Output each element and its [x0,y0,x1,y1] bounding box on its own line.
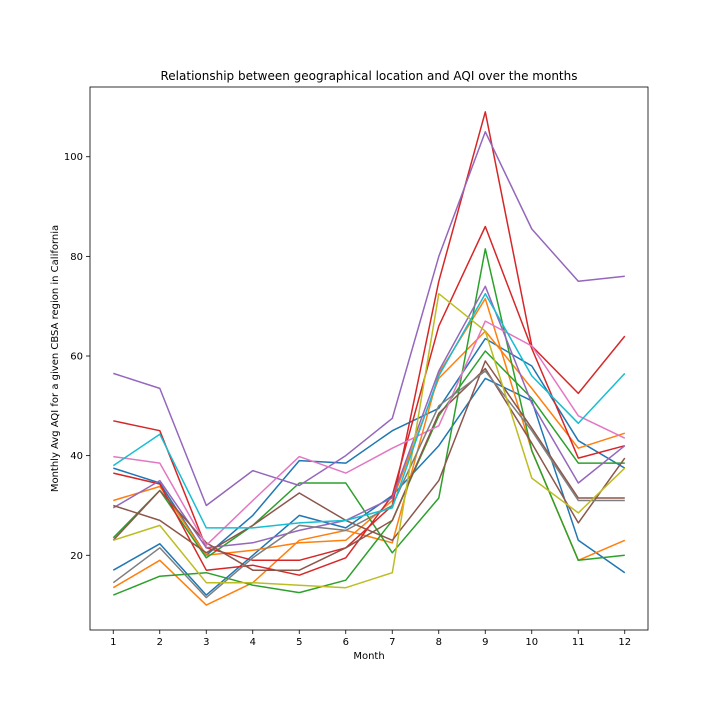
series-line-14 [112,370,625,599]
x-tick-label: 11 [572,637,585,648]
x-tick-label: 10 [525,637,538,648]
y-tick-label: 100 [64,152,83,163]
series-line-13 [113,320,626,547]
x-tick-label: 12 [618,637,631,648]
series-line-11 [113,360,625,554]
y-tick-label: 80 [70,252,83,263]
series-line-3 [113,330,626,557]
y-tick-label: 40 [70,451,83,462]
x-axis-title: Month [353,651,384,662]
x-tick-label: 4 [250,637,256,648]
x-tick-label: 7 [389,637,395,648]
plot-frame [89,86,649,631]
y-axis-title: Monthly Avg AQI for a given CBSA region … [50,225,61,492]
series-line-8 [113,225,625,576]
x-tick-label: 9 [482,637,488,648]
y-axis: 20 40 60 80 100 [64,152,90,562]
y-tick-label: 60 [70,352,83,363]
x-tick-label: 1 [110,637,116,648]
x-tick-label: 8 [436,637,442,648]
x-tick-label: 2 [157,637,163,648]
x-tick-label: 6 [343,637,349,648]
y-tick-label: 20 [70,551,83,562]
series-line-16 [112,292,626,529]
x-tick-label: 5 [296,637,302,648]
chart-title: Relationship between geographical locati… [161,69,578,83]
series-line-10 [112,285,626,549]
series-line-2 [112,377,626,596]
series-line-15 [113,292,626,589]
series-line-9 [113,131,625,507]
x-axis: 1 2 3 4 5 6 7 8 9 10 11 12 [110,630,631,648]
series-line-12 [112,367,626,571]
series-lines [112,111,626,606]
x-tick-label: 3 [203,637,209,648]
